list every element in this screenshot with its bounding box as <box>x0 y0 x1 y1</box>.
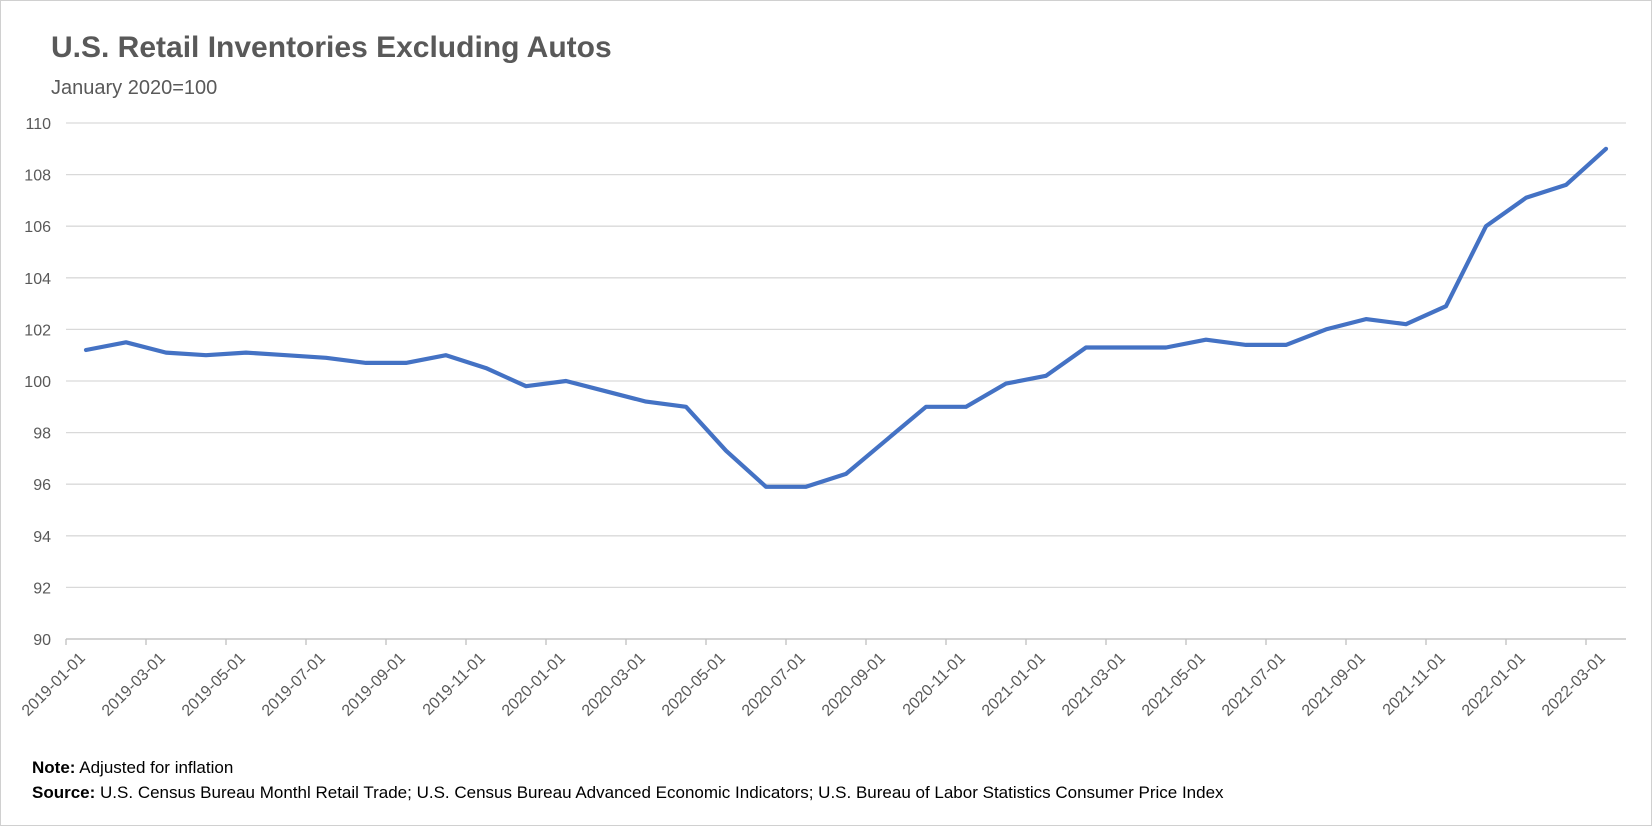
chart-title: U.S. Retail Inventories Excluding Autos <box>51 31 612 64</box>
y-tick-label: 110 <box>25 116 51 133</box>
x-tick-label: 2019-11-01 <box>420 650 489 719</box>
y-tick-label: 96 <box>33 477 51 494</box>
x-tick-label: 2021-07-01 <box>1219 650 1289 720</box>
x-tick-label: 2021-09-01 <box>1299 650 1369 720</box>
x-tick-label: 2020-07-01 <box>739 650 809 720</box>
x-tick-label: 2019-03-01 <box>99 650 169 720</box>
x-tick-label: 2022-03-01 <box>1539 650 1609 720</box>
series-group <box>83 146 1609 489</box>
x-tick-label: 2020-03-01 <box>579 650 649 720</box>
y-tick-label: 90 <box>33 632 51 649</box>
chart-note: Note: Adjusted for inflation <box>32 758 233 778</box>
y-tick-label: 92 <box>33 580 51 597</box>
x-tick-label: 2020-09-01 <box>819 650 889 720</box>
chart-subtitle: January 2020=100 <box>51 77 218 99</box>
x-tick-label: 2021-03-01 <box>1059 650 1129 720</box>
y-tick-label: 106 <box>24 219 51 236</box>
source-label: Source: <box>32 783 96 802</box>
series-line <box>83 146 1609 489</box>
y-tick-label: 100 <box>24 374 51 391</box>
x-tick-label: 2021-01-01 <box>979 650 1049 720</box>
x-tick-label: 2020-05-01 <box>659 650 729 720</box>
x-tick-label: 2019-05-01 <box>179 650 249 720</box>
y-tick-label: 102 <box>24 322 51 339</box>
y-tick-label: 108 <box>24 168 51 185</box>
x-tick-label: 2022-01-01 <box>1459 650 1529 720</box>
y-tick-label: 104 <box>24 271 51 288</box>
x-tick-label: 2019-09-01 <box>339 650 409 720</box>
x-tick-label: 2019-01-01 <box>19 650 89 720</box>
x-axis: 2019-01-01 2019-03-01 2019-05-01 2019-07-01… <box>19 638 1626 720</box>
x-tick-label: 2020-01-01 <box>499 650 569 720</box>
note-label: Note: <box>32 758 76 777</box>
source-text: U.S. Census Bureau Monthl Retail Trade; … <box>100 783 1224 802</box>
x-tick-label: 2020-11-01 <box>900 650 969 719</box>
note-text: Adjusted for inflation <box>79 758 234 777</box>
x-tick-label: 2021-11-01 <box>1380 650 1449 719</box>
y-axis-ticks: 90 92 94 96 98 100 102 104 106 108 110 <box>24 116 51 649</box>
x-tick-label: 2019-07-01 <box>259 650 329 720</box>
y-tick-label: 94 <box>33 529 51 546</box>
chart-source: Source: U.S. Census Bureau Monthl Retail… <box>32 783 1224 803</box>
y-tick-label: 98 <box>33 426 51 443</box>
grid-lines <box>66 122 1626 640</box>
x-tick-label: 2021-05-01 <box>1139 650 1209 720</box>
